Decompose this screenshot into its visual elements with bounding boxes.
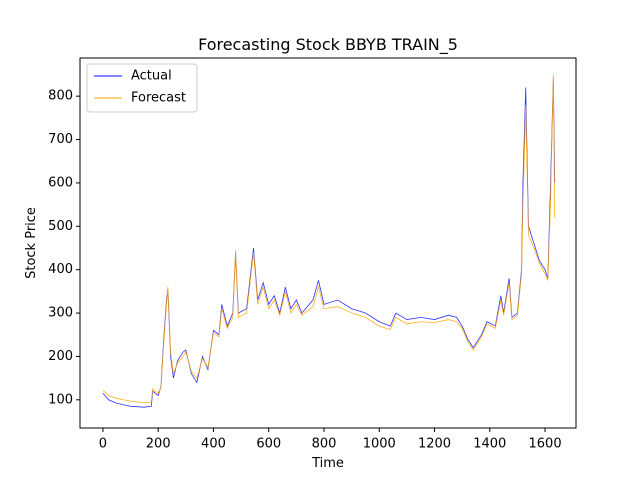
x-tick-label: 800 [312,437,337,452]
x-tick-label: 600 [256,437,281,452]
x-tick-label: 1000 [363,437,396,452]
x-axis-label: Time [311,456,344,471]
legend-label: Forecast [131,91,186,106]
y-tick-label: 700 [48,132,73,147]
y-tick-label: 300 [48,306,73,321]
series-line [102,78,556,408]
y-tick-label: 200 [48,349,73,364]
x-tick-label: 1400 [473,437,506,452]
x-tick-label: 0 [99,437,107,452]
x-tick-label: 1600 [529,437,562,452]
y-tick-label: 500 [48,219,73,234]
y-tick-label: 600 [48,175,73,190]
x-tick-label: 1200 [418,437,451,452]
x-tick-label: 200 [146,437,171,452]
chart-title: Forecasting Stock BBYB TRAIN_5 [198,35,458,55]
plot-frame [79,57,577,429]
y-tick-label: 100 [48,392,73,407]
y-tick-label: 400 [48,262,73,277]
y-axis-label: Stock Price [24,207,39,279]
series-line [102,74,556,404]
legend-label: Actual [131,69,172,84]
x-tick-label: 400 [201,437,226,452]
y-tick-label: 800 [48,89,73,104]
